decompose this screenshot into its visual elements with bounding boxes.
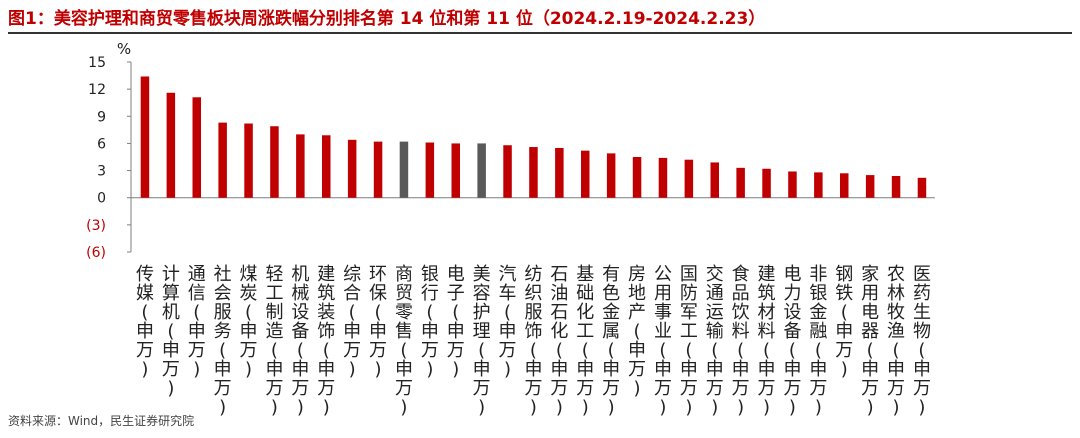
bar [632,157,642,198]
bar [296,134,305,198]
x-tick-label: 银行(申万) [421,264,439,380]
bar [399,141,409,198]
bar [373,141,383,198]
bar [658,157,668,198]
bar [840,173,849,198]
x-tick-label: 公用事业(申万) [654,264,672,418]
bar [814,172,823,198]
bar [270,126,279,198]
x-tick-label: 农林牧渔(申万) [887,264,905,418]
x-tick-label: 交通运输(申万) [706,264,724,418]
y-axis-unit: % [117,40,131,58]
bar [451,143,460,198]
bar [891,176,901,198]
bar [425,142,435,198]
x-tick-label: 商贸零售(申万) [395,264,413,418]
bar [710,162,719,198]
x-tick-label: 房地产(申万) [628,264,646,399]
bar [736,167,745,198]
x-tick-label: 机械设备(申万) [291,264,309,418]
x-tick-label: 综合(申万) [343,264,361,380]
y-tick-label: 0 [97,191,106,207]
y-tick-label: 6 [97,136,106,152]
bar [917,177,927,198]
y-tick-label: (6) [86,245,106,261]
x-tick-label: 建筑装饰(申万) [317,264,335,418]
x-tick-label: 国防军工(申万) [680,264,698,418]
x-tick-label: 有色金属(申万) [602,264,620,418]
x-tick-label: 传媒(申万) [136,264,154,380]
title-rule [8,32,1072,34]
y-tick-label: 12 [88,82,106,98]
bar [140,76,150,198]
bar [477,143,486,198]
x-tick-label: 电力设备(申万) [783,264,801,418]
x-tick-label: 电子(申万) [447,264,465,380]
bar [244,123,253,198]
y-tick-label: (3) [86,218,106,234]
bar [555,147,564,198]
x-tick-label: 社会服务(申万) [214,264,232,418]
x-tick-label: 环保(申万) [369,264,387,380]
x-tick-label: 纺织服饰(申万) [524,264,542,418]
bar [529,147,538,198]
x-tick-label: 石油石化(申万) [550,264,568,418]
bar [166,92,176,198]
x-tick-label: 汽车(申万) [499,264,517,380]
x-tick-label: 非银金融(申万) [809,264,827,418]
bar [218,122,227,198]
x-tick-label: 家用电器(申万) [861,264,879,418]
bar [581,150,590,198]
bar [347,139,357,198]
bar [503,145,512,198]
x-tick-label: 轻工制造(申万) [265,264,283,418]
bar [606,153,616,198]
bar [322,135,331,198]
y-tick-label: 9 [97,109,106,125]
x-tick-label: 通信(申万) [188,264,206,380]
x-tick-label: 医药生物(申万) [913,264,931,418]
x-tick-label: 建筑材料(申万) [758,264,776,418]
x-tick-label: 钢铁(申万) [835,264,853,380]
chart-title: 图1：美容护理和商贸零售板块周涨跌幅分别排名第 14 位和第 11 位（2024… [8,9,766,29]
bar [762,168,771,198]
x-tick-label: 煤炭(申万) [240,264,258,380]
bar [865,175,875,198]
x-tick-label: 美容护理(申万) [473,264,491,418]
bar [788,171,797,198]
bar [192,97,201,198]
y-tick-label: 3 [97,164,106,180]
y-tick-label: 15 [88,55,106,71]
bar [684,159,694,198]
x-tick-label: 计算机(申万) [162,264,180,399]
x-tick-label: 食品饮料(申万) [732,264,750,418]
x-tick-label: 基础化工(申万) [576,264,594,418]
source-note: 资料来源：Wind，民生证券研究院 [8,414,195,428]
